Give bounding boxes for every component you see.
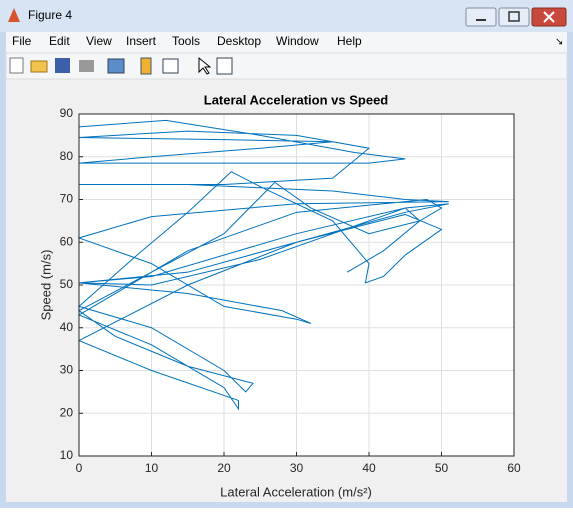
x-axis-label: Lateral Acceleration (m/s²): [220, 484, 372, 499]
y-tick-label: 60: [60, 234, 74, 248]
window-title: Figure 4: [28, 8, 72, 22]
app-icon: [8, 8, 20, 22]
x-tick-label: 60: [507, 461, 521, 475]
y-tick-label: 40: [60, 320, 74, 334]
data-line: [77, 119, 449, 411]
y-tick-label: 70: [60, 192, 74, 206]
y-axis-label: Speed (m/s): [38, 250, 53, 321]
menu-item[interactable]: Edit: [49, 34, 70, 48]
x-tick-label: 50: [435, 461, 449, 475]
colorbar-icon[interactable]: [140, 57, 152, 75]
y-tick-label: 90: [60, 106, 74, 120]
print-icon[interactable]: [79, 60, 94, 72]
x-tick-label: 20: [217, 461, 231, 475]
menu-item[interactable]: Help: [337, 34, 362, 48]
x-tick-label: 40: [362, 461, 376, 475]
chart-title: Lateral Acceleration vs Speed: [204, 92, 389, 107]
menu-item[interactable]: Window: [276, 34, 319, 48]
minimize-button[interactable]: [465, 7, 497, 27]
y-tick-label: 30: [60, 363, 74, 377]
y-tick-label: 20: [60, 405, 74, 419]
toolbar: [5, 52, 568, 80]
x-tick-label: 30: [290, 461, 304, 475]
y-tick-label: 10: [60, 448, 74, 462]
property-icon[interactable]: [216, 57, 233, 75]
open-icon[interactable]: [30, 60, 48, 73]
new-icon[interactable]: [9, 57, 24, 74]
pointer-icon[interactable]: [198, 56, 212, 75]
x-tick-label: 10: [145, 461, 159, 475]
menu-bar: [6, 32, 567, 52]
menu-item[interactable]: File: [12, 34, 32, 48]
menu-arrow: ↘: [555, 37, 563, 48]
save-icon[interactable]: [55, 58, 70, 73]
y-tick-label: 50: [60, 277, 74, 291]
menu-item[interactable]: View: [86, 34, 112, 48]
y-tick-label: 80: [60, 149, 74, 163]
legend-icon[interactable]: [162, 58, 179, 74]
link-icon[interactable]: [107, 58, 125, 74]
axes-box: [78, 113, 515, 457]
toolbar-icons: [9, 56, 233, 75]
menu-item[interactable]: Desktop: [217, 34, 261, 48]
x-tick-label: 0: [76, 461, 83, 475]
menu-item[interactable]: Tools: [172, 34, 200, 48]
maximize-button[interactable]: [498, 7, 530, 27]
menu-item[interactable]: Insert: [126, 34, 157, 48]
